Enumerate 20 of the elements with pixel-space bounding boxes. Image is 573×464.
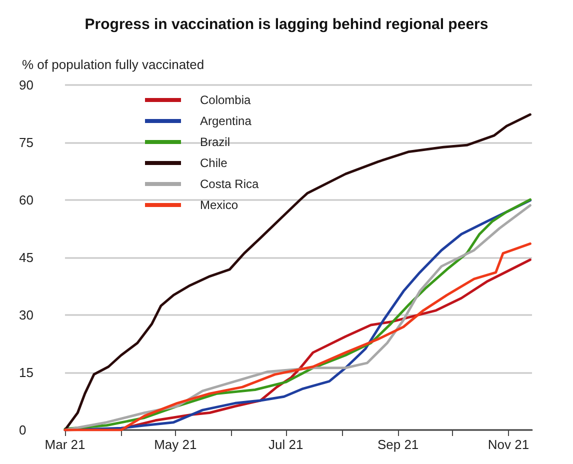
y-tick-label: 90 — [19, 78, 34, 92]
x-tick-label: May 21 — [154, 437, 197, 452]
x-tick-label: Nov 21 — [488, 437, 530, 452]
y-tick-label: 60 — [19, 192, 34, 208]
legend-label: Argentina — [200, 114, 252, 128]
y-tick-label: 15 — [19, 365, 34, 380]
y-tick-label: 30 — [19, 308, 34, 322]
x-tick-label: Sep 21 — [377, 437, 419, 452]
x-tick-label: Mar 21 — [44, 437, 86, 452]
y-axis-title: % of population fully vaccinated — [22, 57, 204, 72]
chart-title: Progress in vaccination is lagging behind regional peers — [84, 16, 488, 33]
legend-label: Colombia — [200, 93, 252, 107]
y-tick-label: 45 — [19, 250, 34, 265]
legend-label: Chile — [200, 156, 228, 170]
y-tick-label: 0 — [19, 422, 26, 438]
legend-label: Brazil — [200, 135, 230, 149]
legend-label: Mexico — [200, 198, 238, 212]
y-tick-label: 75 — [19, 135, 34, 150]
x-tick-label: Jul 21 — [268, 437, 304, 452]
legend-label: Costa Rica — [200, 177, 260, 191]
